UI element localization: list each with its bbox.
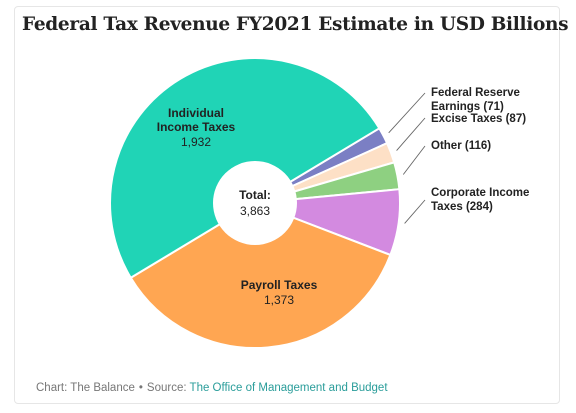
- donut-hole: [213, 161, 297, 245]
- footer-separator: •: [138, 382, 143, 394]
- chart-footer: Chart: The Balance • Source: The Office of…: [36, 382, 388, 394]
- source-prefix: Source:: [146, 382, 187, 394]
- leader-line-excise-taxes: [396, 117, 426, 151]
- slice-value-individual-income-taxes: 1,932: [181, 135, 211, 149]
- slice-label-individual-income-taxes-line1: Individual: [168, 106, 224, 120]
- slice-label-corporate-income-taxes-line2: Taxes (284): [431, 201, 493, 213]
- leader-line-other: [402, 145, 426, 175]
- chart-title: Federal Tax Revenue FY2021 Estimate in U…: [22, 14, 569, 35]
- slice-label-federal-reserve-earnings-line1: Federal Reserve: [431, 87, 520, 99]
- chart-credit: Chart: The Balance: [36, 382, 135, 394]
- total-value: 3,863: [240, 204, 270, 218]
- slice-label-individual-income-taxes-line2: Income Taxes: [157, 120, 236, 134]
- source-link[interactable]: The Office of Management and Budget: [189, 382, 388, 394]
- slice-label-corporate-income-taxes-line1: Corporate Income: [431, 187, 529, 199]
- slice-label-other: Other (116): [431, 140, 491, 152]
- slice-label-federal-reserve-earnings-line2: Earnings (71): [431, 101, 504, 113]
- labels-group: Federal Reserve Earnings (71)Excise Taxes…: [157, 87, 530, 307]
- leader-line-federal-reserve-earnings: [388, 92, 426, 134]
- slice-label-excise-taxes: Excise Taxes (87): [431, 113, 526, 125]
- slice-label-payroll-taxes: Payroll Taxes: [241, 278, 318, 292]
- total-label: Total:: [239, 188, 271, 202]
- slice-value-payroll-taxes: 1,373: [264, 293, 294, 307]
- leader-line-corporate-income-taxes: [404, 199, 426, 224]
